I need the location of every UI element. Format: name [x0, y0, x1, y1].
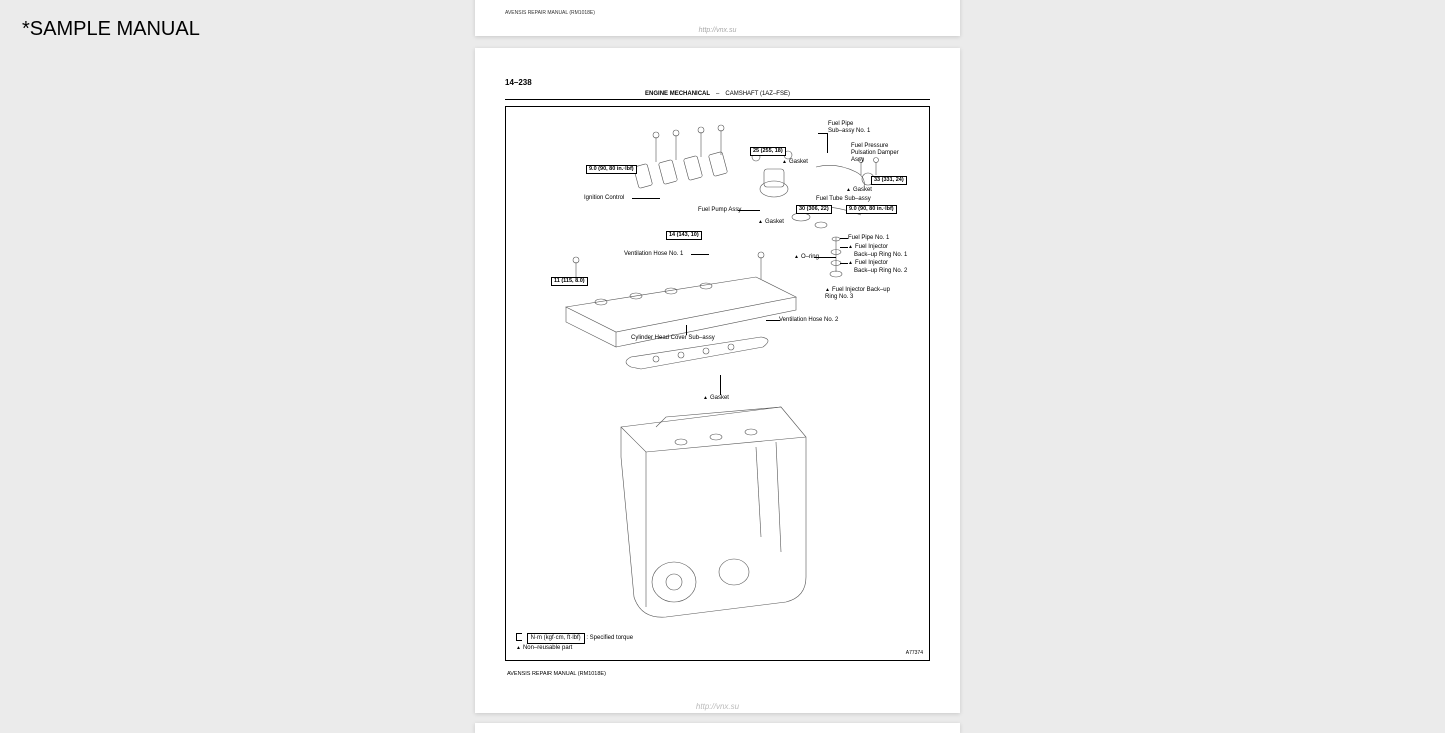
page-footer: AVENSIS REPAIR MANUAL (RM1018E)	[505, 671, 930, 677]
tab-icon	[516, 633, 522, 641]
torque-spec: 14 (143, 10)	[666, 231, 702, 240]
legend-nonreusable: Non–reusable part	[516, 644, 633, 654]
callout-label: Ignition Control	[584, 195, 624, 202]
leader-line	[840, 238, 848, 239]
callout-label: Fuel Injector	[848, 244, 888, 251]
manual-page: 14–238 ENGINE MECHANICAL – CAMSHAFT (1AZ…	[475, 48, 960, 713]
page-watermark: http://vnx.su	[696, 702, 739, 711]
next-page-stub	[475, 723, 960, 733]
torque-spec: 30 (306, 22)	[796, 205, 832, 214]
callout-label: Back–up Ring No. 2	[854, 268, 907, 275]
page-number: 14–238	[505, 78, 930, 87]
callout-label: Fuel Pump Assy	[698, 207, 741, 214]
callout-label: Gasket	[758, 219, 784, 226]
torque-spec: 9.0 (90, 80 in.·lbf)	[586, 165, 637, 174]
legend-torque-label: : Specified torque	[586, 635, 633, 641]
callout-label: Gasket	[703, 395, 729, 402]
prev-footer: AVENSIS REPAIR MANUAL (RM1018E)	[505, 10, 595, 16]
header-dash: –	[716, 91, 719, 97]
leader-line	[814, 257, 836, 258]
leader-line	[720, 375, 721, 395]
callout-label: Fuel Tube Sub–assy	[816, 196, 871, 203]
previous-page-stub: AVENSIS REPAIR MANUAL (RM1018E) http://v…	[475, 0, 960, 36]
section-title: ENGINE MECHANICAL	[645, 91, 710, 97]
torque-spec: 25 (255, 18)	[750, 147, 786, 156]
leader-line	[691, 254, 709, 255]
torque-spec: 11 (115, 8.0)	[551, 277, 588, 286]
leader-line	[827, 133, 828, 153]
callout-label: Fuel Pipe Sub–assy No. 1	[828, 121, 870, 135]
callout-label: Cylinder Head Cover Sub–assy	[631, 335, 715, 342]
callout-label: Ventilation Hose No. 1	[624, 251, 683, 258]
subsection-title: CAMSHAFT (1AZ–FSE)	[725, 91, 790, 97]
leader-line	[686, 325, 687, 335]
diagram-frame: 9.0 (90, 80 in.·lbf) 25 (255, 18) 33 (33…	[505, 106, 930, 661]
page-header: ENGINE MECHANICAL – CAMSHAFT (1AZ–FSE)	[505, 91, 930, 100]
callout-label: Gasket	[782, 159, 808, 166]
torque-spec: 9.0 (90, 80 in.·lbf)	[846, 205, 897, 214]
sample-manual-label: *SAMPLE MANUAL	[22, 18, 200, 41]
leader-line	[632, 198, 660, 199]
leader-line	[766, 320, 780, 321]
callout-label: Back–up Ring No. 1	[854, 252, 907, 259]
diagram-legend: N·m (kgf·cm, ft·lbf) : Specified torque …	[516, 633, 633, 654]
leader-line	[840, 263, 848, 264]
prev-watermark: http://vnx.su	[699, 27, 737, 34]
diagram-id: A77374	[906, 650, 923, 656]
leader-line	[738, 210, 760, 211]
callout-label: Fuel Pipe No. 1	[848, 235, 889, 242]
torque-spec: 33 (331, 24)	[871, 176, 907, 185]
callout-label: Gasket	[846, 187, 872, 194]
leader-line	[840, 247, 848, 248]
callout-label: Ventilation Hose No. 2	[779, 317, 838, 324]
legend-torque-box: N·m (kgf·cm, ft·lbf)	[527, 633, 585, 645]
callout-label: Fuel Pressure Pulsation Damper Assy	[851, 143, 899, 164]
callout-label: Fuel Injector Back–up Ring No. 3	[825, 287, 890, 301]
callout-label: Fuel Injector	[848, 260, 888, 267]
